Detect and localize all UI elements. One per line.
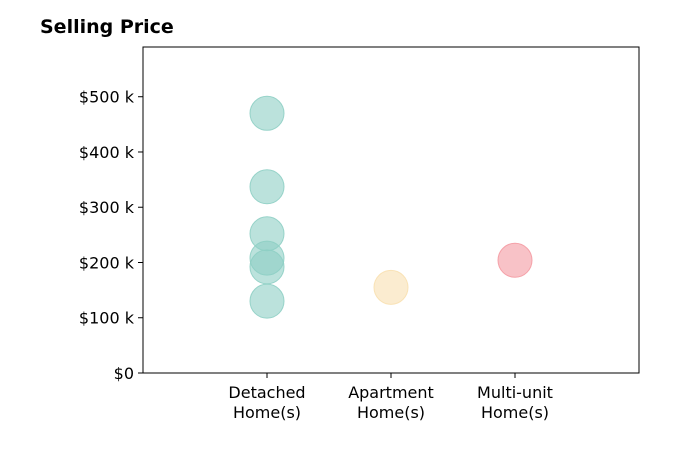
y-axis: $0 $100 k $200 k $300 k $400 k $500 k — [79, 88, 143, 383]
data-points — [249, 95, 533, 319]
y-tick-label: $500 k — [79, 88, 135, 107]
y-tick-label: $100 k — [79, 309, 135, 328]
x-axis: Detached Home(s) Apartment Home(s) Multi-uni… — [228, 373, 553, 422]
data-point — [249, 283, 285, 319]
data-point — [249, 249, 285, 285]
data-point — [497, 242, 533, 278]
data-point — [373, 269, 409, 305]
chart-title: Selling Price — [40, 16, 174, 38]
x-tick-label: Detached Home(s) — [228, 383, 305, 422]
x-tick-label: Multi-unit Home(s) — [477, 383, 553, 422]
y-tick-label: $0 — [114, 364, 134, 383]
y-tick-label: $200 k — [79, 253, 135, 272]
plot-area — [142, 46, 640, 374]
data-point — [249, 95, 285, 131]
y-tick-label: $400 k — [79, 143, 135, 162]
data-point — [249, 169, 285, 205]
x-tick-label: Apartment Home(s) — [348, 383, 434, 422]
y-tick-label: $300 k — [79, 198, 135, 217]
